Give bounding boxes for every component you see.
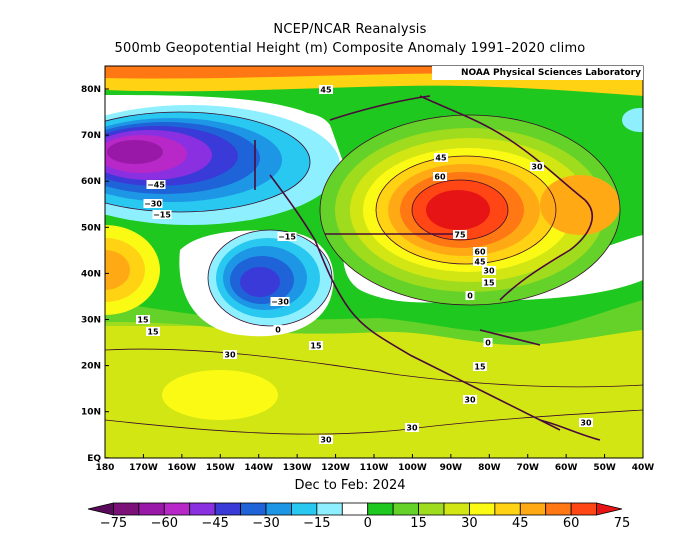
contour-label: 30 (464, 396, 476, 405)
colorbar-swatch (418, 502, 445, 516)
lon-label: 120W (321, 463, 350, 473)
colorbar-label: −45 (201, 516, 228, 531)
lon-label: 50W (593, 463, 616, 473)
lon-label: 130W (283, 463, 312, 473)
title-line-2: 500mb Geopotential Height (m) Composite … (114, 41, 586, 56)
colorbar-swatch (316, 502, 343, 516)
colorbar-swatch (189, 502, 216, 516)
contour-label: 75 (454, 231, 466, 240)
colorbar (87, 502, 623, 516)
contour-label: 0 (275, 326, 281, 335)
contour-label: −15 (153, 211, 171, 220)
contour-label: −45 (147, 181, 165, 190)
contour-label: 45 (474, 258, 486, 267)
contour-label: −30 (144, 200, 162, 209)
contour-label: 60 (434, 173, 446, 182)
lon-label: 160W (168, 463, 197, 473)
contour-label: 15 (483, 279, 495, 288)
colorbar-swatch (113, 502, 140, 516)
colorbar-label: 60 (563, 516, 580, 531)
colorbar-swatch (291, 502, 318, 516)
colorbar-swatch (214, 502, 241, 516)
colorbar-swatch (570, 502, 597, 516)
period-label: Dec to Feb: 2024 (294, 478, 406, 493)
lon-label: 170W (129, 463, 158, 473)
colorbar-label: 75 (614, 516, 631, 531)
lon-label: 150W (206, 463, 235, 473)
contour-label: 45 (320, 86, 332, 95)
contour-label: 15 (474, 363, 486, 372)
colorbar-label: 15 (410, 516, 427, 531)
lon-label: 180 (96, 463, 115, 473)
contour-label: 60 (474, 248, 486, 257)
colorbar-swatch (469, 502, 496, 516)
lat-label: 80N (81, 85, 101, 95)
lat-label: 50N (81, 223, 101, 233)
colorbar-label: 45 (512, 516, 529, 531)
contour-label: 15 (310, 342, 322, 351)
contour-label: −15 (278, 233, 296, 242)
lat-label: 60N (81, 177, 101, 187)
contour-label: 30 (580, 419, 592, 428)
colorbar-label: 30 (461, 516, 478, 531)
colorbar-swatch (596, 502, 623, 516)
contour-label: 30 (320, 436, 332, 445)
colorbar-swatch (367, 502, 394, 516)
lon-label: 40W (632, 463, 655, 473)
colorbar-label: 0 (364, 516, 372, 531)
lon-label: 110W (360, 463, 389, 473)
contour-label: 15 (137, 316, 149, 325)
colorbar-swatch (494, 502, 521, 516)
colorbar-swatch (138, 502, 165, 516)
colorbar-swatch (392, 502, 419, 516)
lat-label: 30N (81, 316, 101, 326)
lab-credit: NOAA Physical Sciences Laboratory (432, 66, 643, 80)
lon-label: 80W (478, 463, 501, 473)
contour-label: 0 (467, 292, 473, 301)
colorbar-label: −75 (100, 516, 127, 531)
lon-label: 60W (555, 463, 578, 473)
lat-label: 70N (81, 131, 101, 141)
lon-label: 90W (440, 463, 463, 473)
lon-label: 100W (398, 463, 427, 473)
lat-label: 10N (81, 408, 101, 418)
colorbar-label: −60 (151, 516, 178, 531)
colorbar-label: −15 (303, 516, 330, 531)
colorbar-swatch (545, 502, 572, 516)
lon-label: 70W (517, 463, 540, 473)
colorbar-swatch (443, 502, 470, 516)
colorbar-swatch (341, 502, 369, 516)
contour-label: 30 (406, 424, 418, 433)
contour-label: 30 (483, 267, 495, 276)
lat-label: EQ (87, 454, 101, 464)
contour-label: 0 (485, 339, 491, 348)
contour-label: 30 (531, 163, 543, 172)
contour-label: 45 (435, 154, 447, 163)
lat-label: 40N (81, 269, 101, 279)
colorbar-swatch (240, 502, 267, 516)
colorbar-swatch (163, 502, 191, 516)
colorbar-swatch (87, 502, 114, 516)
contour-label: 15 (147, 328, 159, 337)
colorbar-swatch (265, 502, 292, 516)
title-line-1: NCEP/NCAR Reanalysis (273, 22, 427, 37)
contour-label: 30 (224, 351, 236, 360)
colorbar-swatch (519, 502, 547, 516)
contour-label: −30 (271, 298, 289, 307)
lon-label: 140W (244, 463, 273, 473)
lat-label: 20N (81, 362, 101, 372)
colorbar-label: −30 (252, 516, 279, 531)
